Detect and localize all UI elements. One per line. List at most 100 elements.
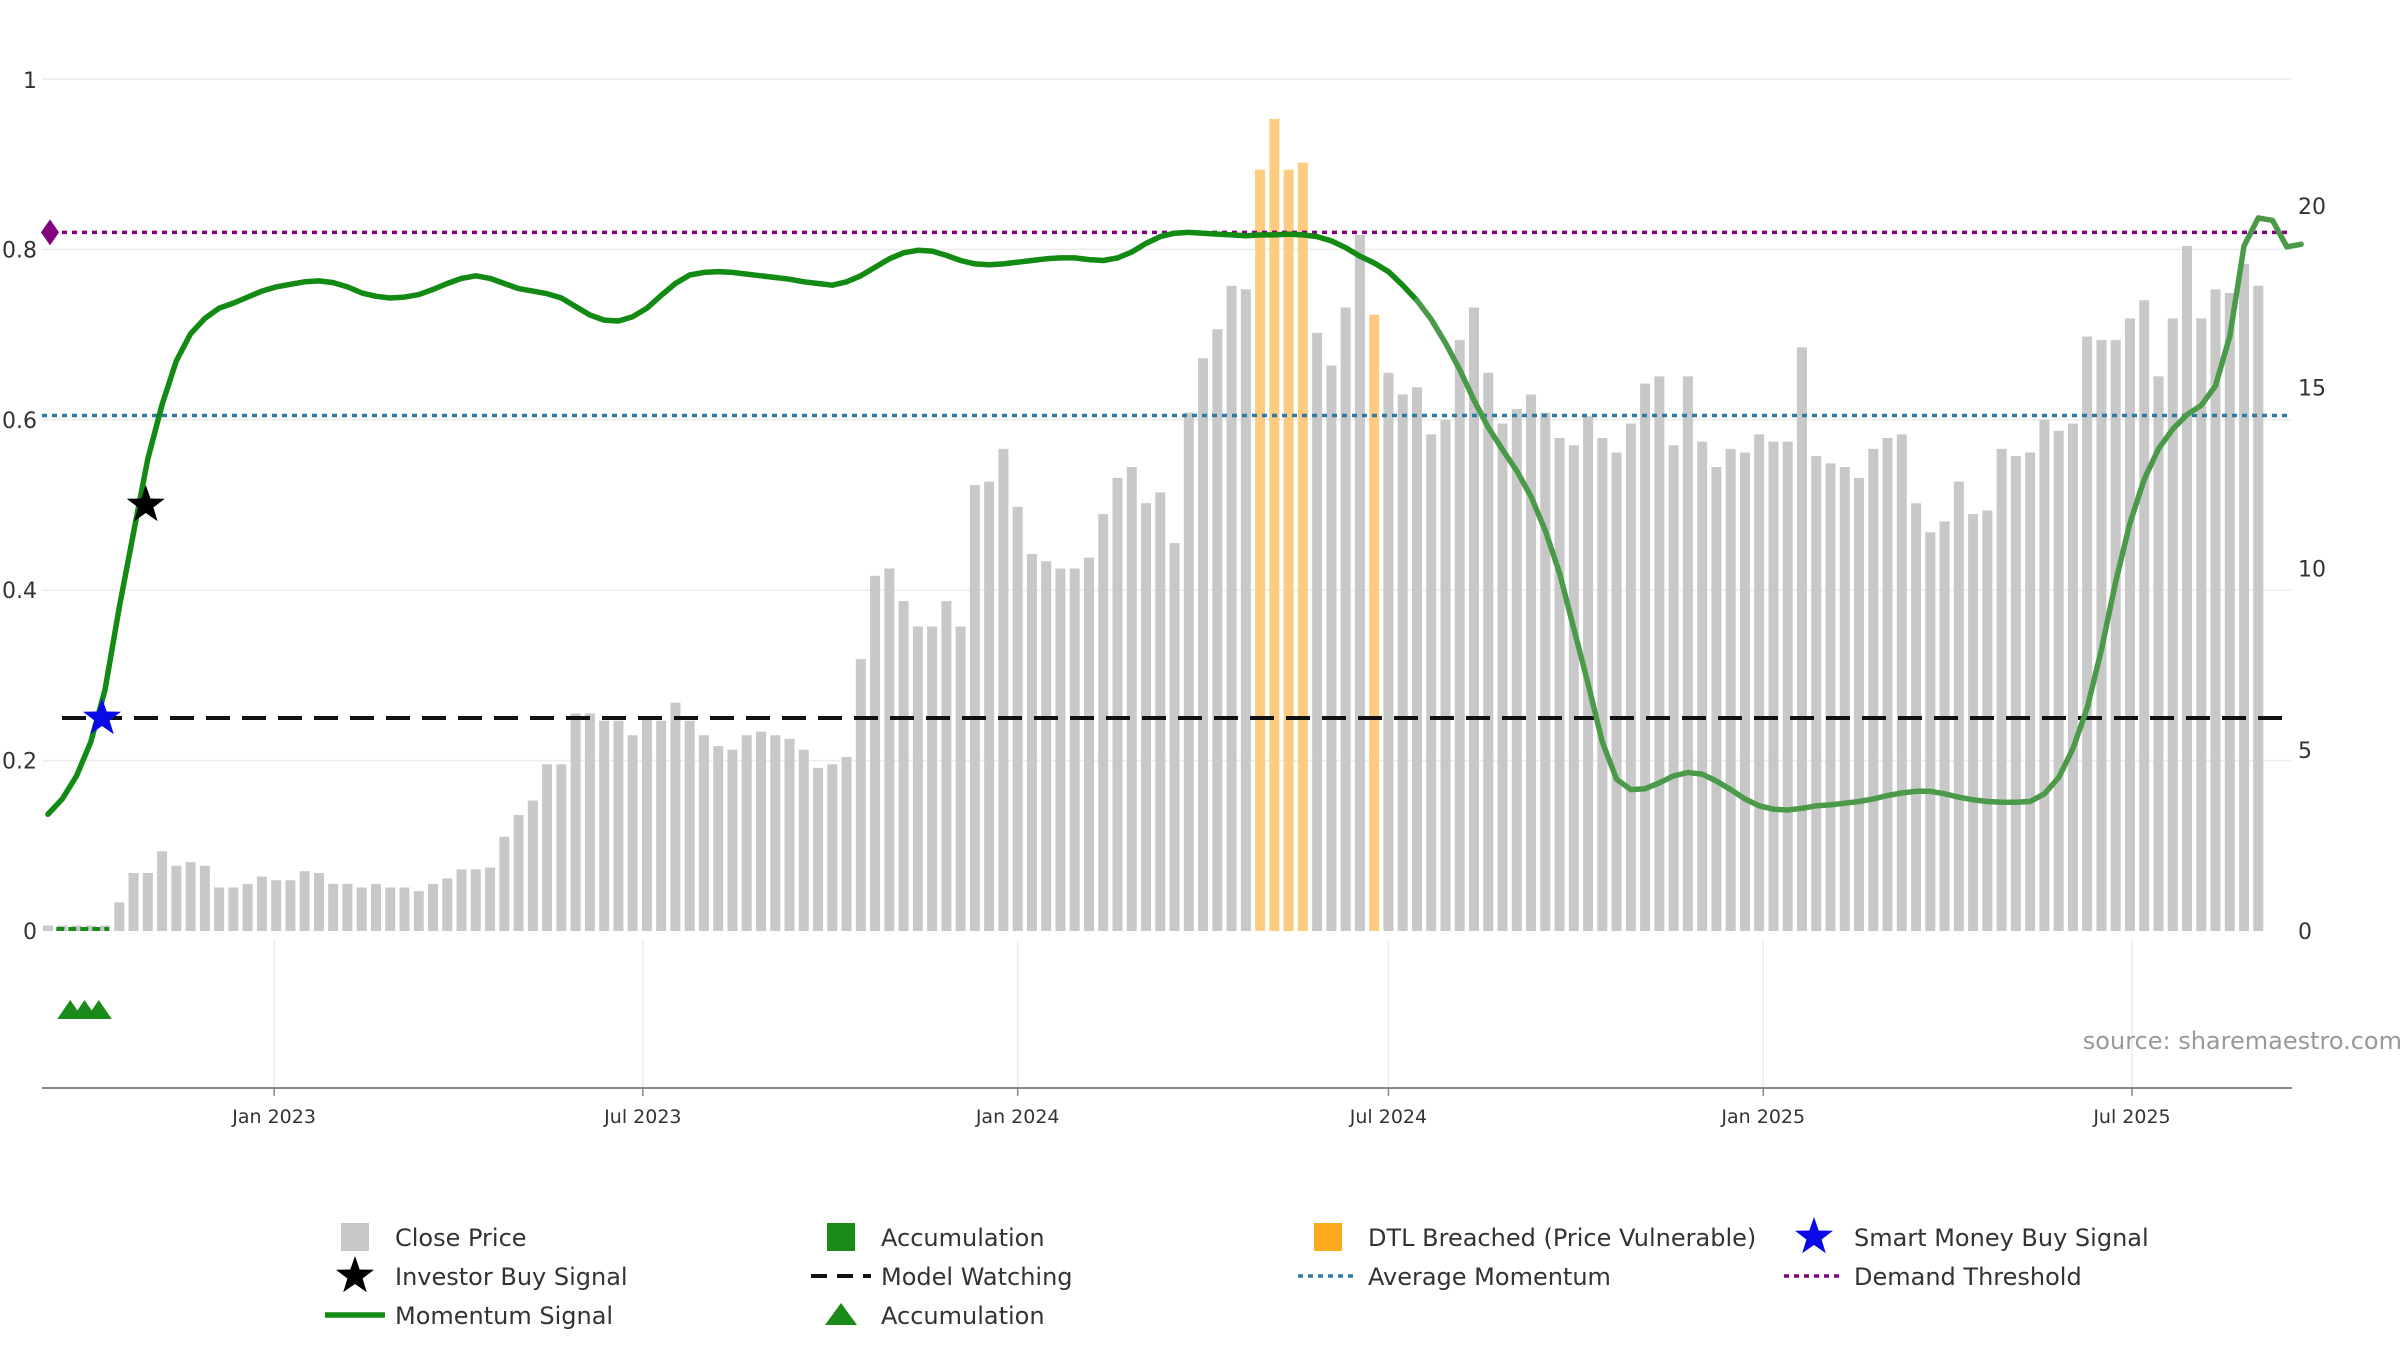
close-price-bar <box>2253 285 2264 931</box>
close-price-bar <box>242 883 253 931</box>
close-price-bar <box>542 764 553 931</box>
close-price-bar <box>855 659 866 931</box>
close-price-bar <box>770 735 781 931</box>
y-left-tick-label: 0 <box>23 920 37 945</box>
close-price-bar <box>884 568 895 931</box>
legend: Close Price Accumulation DTL Breached (Pri… <box>325 1217 2149 1330</box>
y-right-tick-label: 15 <box>2298 376 2326 401</box>
close-price-bar <box>1069 568 1080 931</box>
x-tick-label: Jan 2023 <box>231 1106 316 1128</box>
close-price-bar <box>1682 376 1693 931</box>
close-price-bar <box>584 713 595 931</box>
close-price-bar <box>1041 561 1052 931</box>
momentum-line-recent <box>1414 215 2304 813</box>
legend-item-avg_momentum: Average Momentum <box>1298 1263 1611 1291</box>
close-price-bar <box>998 448 1009 931</box>
x-tick-label: Jul 2023 <box>603 1106 681 1128</box>
legend-item-momentum: Momentum Signal <box>325 1302 613 1330</box>
close-price-bar <box>1754 434 1765 931</box>
close-price-bar <box>185 862 196 931</box>
legend-label: Average Momentum <box>1368 1263 1611 1291</box>
legend-label: Accumulation <box>881 1302 1045 1330</box>
close-price-bar <box>1440 419 1451 931</box>
close-price-bar <box>898 601 909 931</box>
legend-item-investor_buy: Investor Buy Signal <box>336 1256 628 1293</box>
legend-label: Accumulation <box>881 1224 1045 1252</box>
close-price-bar <box>927 626 938 931</box>
legend-label: DTL Breached (Price Vulnerable) <box>1368 1224 1756 1252</box>
close-price-bar <box>43 925 53 931</box>
close-price-bar <box>428 883 439 931</box>
close-price-bar <box>442 878 453 931</box>
close-price-bar <box>1055 568 1066 931</box>
close-price-bar <box>1426 434 1437 931</box>
investor-buy-star <box>126 485 165 522</box>
close-price-bar <box>2010 456 2021 931</box>
close-price-bar <box>1326 365 1337 931</box>
close-price-bar <box>256 876 267 931</box>
close-price-bar <box>2096 340 2107 931</box>
y-left-tick-label: 0.2 <box>2 750 37 775</box>
close-price-bar <box>413 891 424 931</box>
x-tick-label: Jan 2024 <box>975 1106 1060 1128</box>
close-price-bar <box>1953 481 1964 931</box>
close-price-bar <box>741 735 752 931</box>
y-left-tick-label: 1 <box>23 69 37 94</box>
close-price-bar <box>285 880 296 931</box>
close-price-bar <box>1198 358 1209 931</box>
close-price-bar <box>2025 452 2036 931</box>
accumulation-triangle <box>85 1000 112 1019</box>
close-price-bar <box>214 887 225 931</box>
close-price-bar <box>2196 318 2207 931</box>
legend-label: Demand Threshold <box>1854 1263 2082 1291</box>
close-price-bar <box>1654 376 1665 931</box>
close-price-bar <box>912 626 923 931</box>
y-right-tick-label: 10 <box>2298 558 2326 583</box>
legend-label: Momentum Signal <box>395 1302 613 1330</box>
close-price-bar <box>1240 289 1251 931</box>
close-price-bar <box>670 702 681 931</box>
close-price-bar <box>199 865 210 931</box>
close-price-bar <box>2067 423 2078 931</box>
close-price-bar <box>1397 394 1408 931</box>
close-price-bar <box>1354 235 1365 931</box>
close-price-bar <box>1526 394 1537 931</box>
close-price-bar <box>941 601 952 931</box>
legend-item-model_watching: Model Watching <box>811 1263 1073 1291</box>
legend-label: Investor Buy Signal <box>395 1263 628 1291</box>
close-price-bar <box>1169 543 1180 931</box>
close-price-bar <box>1483 372 1494 931</box>
close-price-bar <box>1725 448 1736 931</box>
close-price-bar <box>1568 445 1579 931</box>
close-price-bar <box>456 869 467 931</box>
legend-item-demand_threshold: Demand Threshold <box>1784 1263 2082 1291</box>
close-price-bar <box>1112 477 1123 931</box>
legend-item-accumulation_band: Accumulation <box>827 1223 1045 1252</box>
close-price-bar <box>1611 452 1622 931</box>
legend-triangle-icon <box>825 1303 857 1325</box>
close-price-bar <box>813 767 824 931</box>
close-price-bar <box>1383 372 1394 931</box>
close-price-bar <box>385 887 396 931</box>
y-left-tick-label: 0.8 <box>2 238 37 263</box>
close-price-bar <box>299 871 310 931</box>
dtl-breached-bar <box>1297 162 1308 931</box>
close-price-bar <box>1554 438 1565 931</box>
close-price-bar <box>513 815 524 931</box>
close-price-bar <box>1026 554 1037 931</box>
close-price-bar <box>328 883 339 931</box>
dtl-breached-bar <box>1269 119 1280 931</box>
close-price-bar <box>599 720 610 931</box>
close-price-bar <box>1312 332 1323 931</box>
legend-star-icon <box>336 1256 374 1293</box>
y-right-tick-label: 0 <box>2298 920 2312 945</box>
close-price-bar <box>798 749 809 931</box>
close-price-bar <box>527 800 538 931</box>
close-price-bar <box>1340 307 1351 931</box>
close-price-bar <box>1098 514 1109 931</box>
legend-swatch <box>827 1223 855 1251</box>
threshold-lines <box>42 230 2287 720</box>
close-price-bar <box>171 865 182 931</box>
close-price-bar <box>499 836 510 931</box>
close-price-bar <box>370 883 381 931</box>
